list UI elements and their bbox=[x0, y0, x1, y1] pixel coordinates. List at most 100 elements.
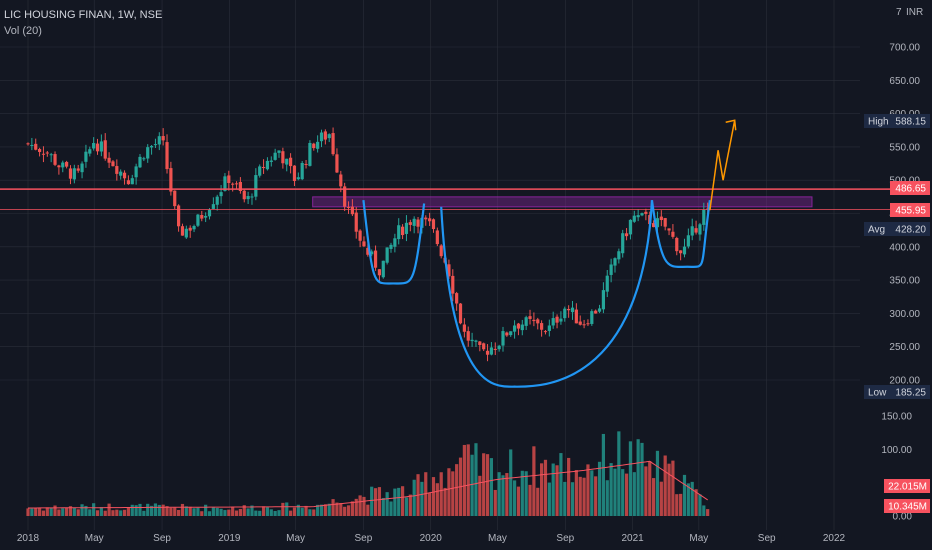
volume-bar bbox=[397, 487, 401, 516]
volume-bar bbox=[624, 473, 629, 516]
candle-body bbox=[149, 145, 154, 148]
volume-ma-badge-value: 22.015M bbox=[888, 482, 927, 493]
candle-body bbox=[431, 219, 436, 230]
volume-bar bbox=[350, 501, 354, 516]
volume-legend: Vol (20) bbox=[4, 25, 42, 37]
candle-body bbox=[277, 150, 281, 153]
candle-body bbox=[254, 175, 258, 197]
volume-bar bbox=[400, 486, 405, 516]
time-tick-label: Sep bbox=[153, 533, 171, 544]
volume-bar bbox=[200, 511, 204, 516]
volume-bar bbox=[227, 509, 231, 516]
volume-bar bbox=[265, 507, 270, 516]
volume-bar bbox=[485, 454, 490, 516]
candle-body bbox=[497, 345, 501, 350]
candle-body bbox=[26, 143, 30, 145]
candle-body bbox=[501, 331, 505, 346]
candle-body bbox=[640, 213, 644, 216]
volume-bar bbox=[482, 453, 486, 516]
candle-body bbox=[385, 247, 389, 263]
price-tick-label: 200.00 bbox=[889, 376, 920, 387]
candle-body bbox=[165, 142, 169, 170]
volume-bar bbox=[308, 509, 312, 516]
candle-body bbox=[373, 250, 378, 268]
volume-bar bbox=[153, 503, 158, 516]
price-tick-label: 550.00 bbox=[889, 142, 920, 153]
avg-badge-label: Avg bbox=[868, 225, 885, 236]
candle-body bbox=[146, 147, 150, 159]
volume-bar bbox=[393, 488, 397, 516]
candle-body bbox=[389, 244, 393, 249]
candle-body bbox=[455, 293, 459, 304]
projection-arrow-head bbox=[725, 119, 737, 131]
candle-body bbox=[528, 316, 532, 319]
candle-body bbox=[316, 141, 320, 149]
candle-body bbox=[470, 339, 474, 342]
pattern-curve bbox=[362, 200, 426, 285]
candle-body bbox=[451, 275, 455, 294]
candle-body bbox=[655, 218, 660, 228]
volume-bar bbox=[586, 464, 590, 516]
candle-body bbox=[335, 154, 339, 173]
time-tick-label: Sep bbox=[355, 533, 373, 544]
volume-bar bbox=[76, 509, 80, 516]
candle-body bbox=[551, 318, 555, 326]
candle-body bbox=[211, 204, 215, 209]
volume-bar bbox=[652, 478, 656, 516]
volume-bar bbox=[509, 449, 513, 516]
volume-bar bbox=[122, 509, 127, 516]
volume-bar bbox=[489, 458, 494, 516]
candle-body bbox=[161, 136, 165, 141]
candle-body bbox=[41, 153, 46, 155]
candle-body bbox=[547, 325, 551, 331]
volume-bar bbox=[601, 433, 605, 516]
volume-bar bbox=[134, 505, 138, 516]
volume-bar bbox=[590, 470, 594, 516]
candle-body bbox=[111, 161, 115, 167]
candle-body bbox=[690, 226, 694, 236]
volume-bar bbox=[103, 510, 107, 516]
candle-body bbox=[516, 323, 521, 329]
volume-bar bbox=[130, 504, 134, 516]
volume-bar bbox=[439, 472, 443, 516]
candle-body bbox=[370, 251, 374, 255]
candle-body bbox=[559, 318, 563, 322]
volume-ma-badge: 22.015M bbox=[884, 479, 930, 493]
volume-bar bbox=[319, 504, 324, 516]
candle-body bbox=[366, 247, 370, 255]
cup-handle-pattern bbox=[362, 200, 711, 388]
volume-bar bbox=[428, 493, 432, 516]
candle-body bbox=[478, 341, 482, 345]
volume-bar bbox=[563, 481, 567, 516]
candle-body bbox=[312, 143, 316, 149]
volume-bar bbox=[582, 477, 586, 516]
candle-body bbox=[652, 223, 656, 228]
volume-bar bbox=[408, 494, 412, 516]
volume-bar bbox=[323, 504, 327, 516]
candle-body bbox=[563, 308, 567, 319]
volume-bar bbox=[261, 506, 266, 516]
volume-bar bbox=[435, 483, 439, 516]
volume-bar bbox=[335, 502, 339, 516]
candle-body bbox=[45, 152, 49, 154]
pattern-curve bbox=[440, 200, 654, 388]
candle-body bbox=[412, 218, 416, 226]
candle-body bbox=[621, 233, 625, 254]
volume-bar bbox=[258, 510, 262, 516]
volume-bar bbox=[578, 476, 582, 516]
volume-bar bbox=[250, 505, 254, 516]
candle-body bbox=[68, 168, 73, 179]
volume-bar bbox=[119, 510, 123, 516]
volume-bar bbox=[570, 482, 575, 516]
volume-bar bbox=[126, 507, 131, 516]
price-tick-label: 300.00 bbox=[889, 309, 920, 320]
volume-bar bbox=[292, 507, 297, 516]
candle-body bbox=[524, 317, 528, 326]
volume-bar bbox=[686, 483, 690, 516]
time-tick-label: 2018 bbox=[17, 533, 40, 544]
candle-body bbox=[489, 347, 494, 355]
candle-body bbox=[188, 227, 192, 231]
candle-body bbox=[428, 218, 432, 222]
grid bbox=[0, 0, 860, 530]
